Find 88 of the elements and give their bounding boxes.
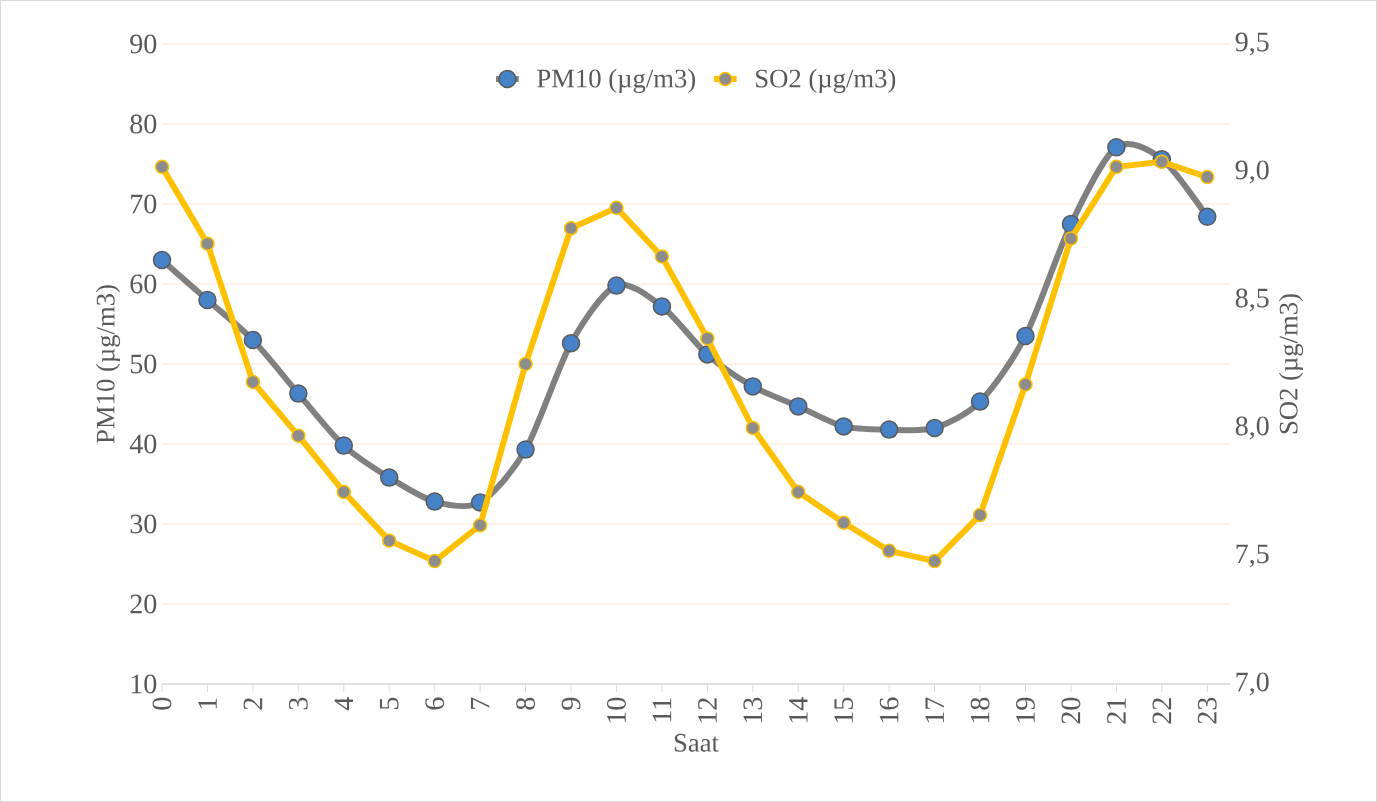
point (1154, 154, 1170, 169)
x-tick-label: 13 (743, 697, 763, 723)
point (609, 200, 624, 216)
point (381, 533, 397, 548)
x-tick-label: 5 (379, 697, 399, 710)
x-tick-label: 3 (288, 697, 308, 710)
point (1107, 137, 1126, 157)
point (425, 492, 444, 511)
x-tick-label: 0 (152, 697, 172, 710)
point (834, 417, 853, 436)
y-tick-label: 80 (130, 114, 157, 134)
point (789, 397, 808, 416)
x-tick-label: 10 (607, 697, 626, 723)
x-tick-label: 22 (1152, 698, 1172, 724)
point (563, 221, 579, 236)
x-tick-label: 2 (243, 698, 263, 710)
point (516, 440, 535, 459)
point (1198, 207, 1217, 227)
y2-tick-label: 7,0 (1236, 672, 1269, 696)
point (154, 159, 170, 175)
x-tick-label: 20 (1061, 697, 1081, 724)
y-tick-label: 10 (131, 674, 157, 694)
x-tick-label: 18 (970, 697, 990, 723)
y2-axis-title: SO2 (µg/m3) (1278, 294, 1304, 434)
point (1063, 231, 1079, 246)
x-tick-label: 14 (789, 697, 808, 723)
point (152, 250, 172, 270)
point (518, 356, 533, 372)
x-tick-label: 23 (1197, 697, 1217, 724)
y-tick-label: 20 (130, 594, 157, 614)
point (427, 553, 442, 569)
legend-label: SO2 (µg/m3) (756, 68, 896, 94)
point (472, 518, 488, 533)
x-tick-label: 4 (334, 697, 353, 711)
point (745, 420, 761, 436)
point (379, 468, 399, 487)
point (881, 543, 897, 559)
x-tick-label: 12 (698, 698, 717, 723)
point (927, 553, 942, 569)
point (336, 484, 352, 500)
x-tick-label: 7 (470, 697, 490, 709)
y2-tick-label: 9,0 (1235, 160, 1269, 184)
y2-tick-label: 8,5 (1235, 288, 1269, 312)
point (289, 384, 308, 403)
y-tick-label: 30 (130, 514, 157, 534)
point (198, 290, 217, 310)
point (743, 377, 763, 396)
point (200, 236, 215, 251)
y-tick-label: 40 (129, 434, 157, 454)
x-tick-label: 9 (561, 697, 581, 710)
x-axis-title: Saat (674, 733, 719, 752)
point (1018, 377, 1033, 392)
point (245, 374, 261, 390)
y-tick-label: 70 (131, 194, 157, 214)
point (654, 249, 670, 264)
point (561, 333, 581, 353)
y-tick-label: 90 (130, 34, 157, 54)
point (291, 428, 306, 443)
y2-tick-label: 8,0 (1235, 416, 1269, 440)
point (243, 330, 263, 350)
point (970, 392, 990, 411)
point (1200, 169, 1215, 185)
point (607, 276, 626, 295)
y-tick-label: 50 (130, 354, 157, 374)
x-tick-label: 19 (1016, 697, 1035, 723)
point (334, 436, 354, 455)
point (1109, 159, 1124, 175)
point (1016, 326, 1035, 346)
y2-tick-label: 7,5 (1236, 544, 1269, 568)
legend-label: PM10 (µg/m3) (537, 68, 696, 94)
x-tick-label: 21 (1107, 698, 1126, 724)
y-axis-title: PM10 (µg/m3) (95, 285, 121, 444)
x-tick-label: 8 (516, 697, 536, 710)
point (925, 418, 944, 438)
point (836, 515, 851, 530)
point (700, 331, 715, 346)
x-tick-label: 16 (879, 697, 899, 723)
point (652, 297, 672, 316)
y2-tick-label: 9,5 (1235, 32, 1269, 56)
x-tick-label: 15 (834, 697, 854, 723)
x-tick-label: 1 (198, 698, 217, 709)
x-tick-label: 11 (652, 698, 672, 722)
y-tick-label: 60 (130, 274, 157, 294)
point (972, 507, 988, 523)
x-tick-label: 17 (925, 697, 944, 723)
x-tick-label: 6 (425, 697, 445, 710)
point (879, 420, 899, 439)
point (791, 484, 806, 500)
